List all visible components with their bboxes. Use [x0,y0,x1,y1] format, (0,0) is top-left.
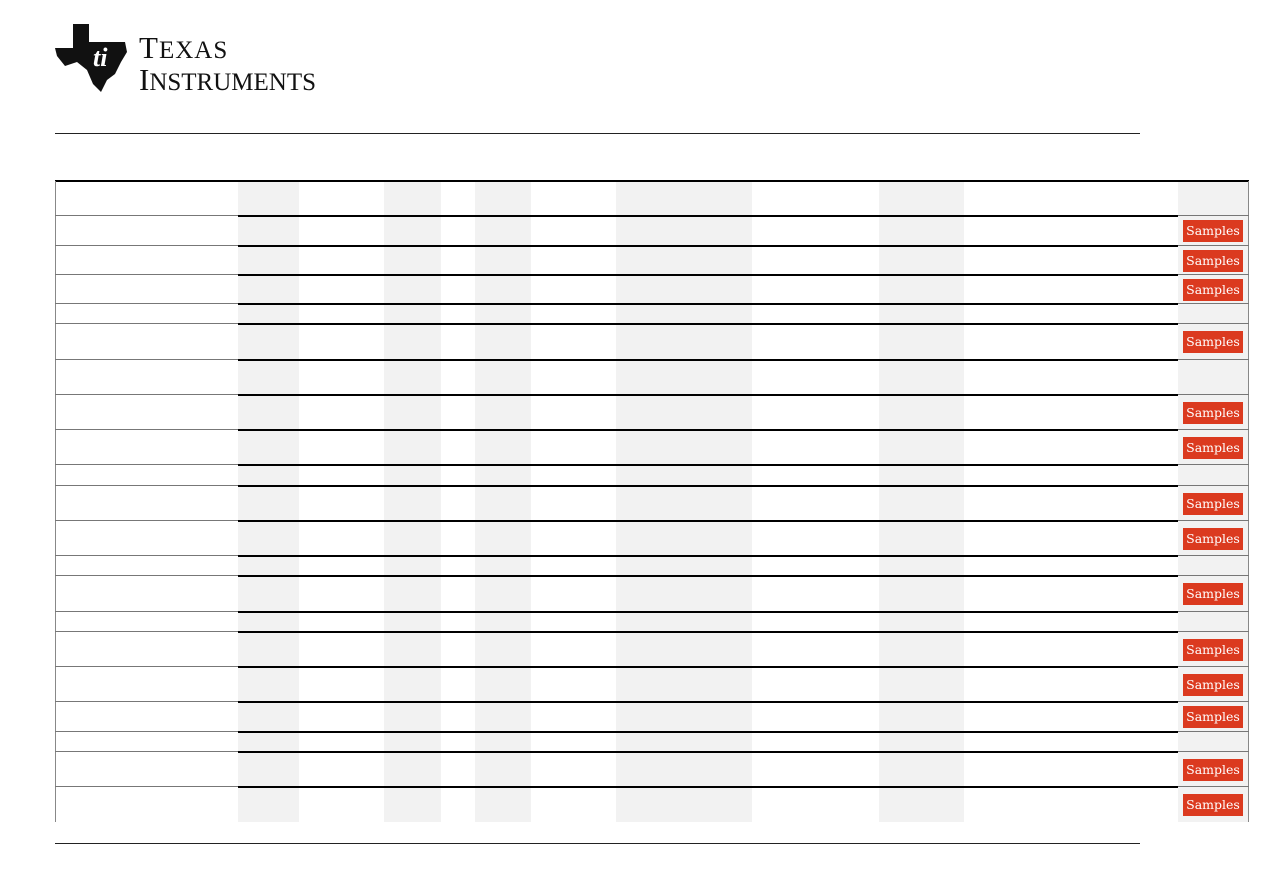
row-divider-left [55,274,238,275]
samples-button[interactable]: Samples [1183,673,1243,696]
row-divider [238,751,1178,753]
row-divider-left [55,359,238,360]
row-divider-right [1178,631,1249,632]
row-divider-left [55,731,238,732]
row-divider [238,323,1178,325]
row-divider-right [1178,751,1249,752]
logo-line-2: INSTRUMENTS [139,62,317,97]
row-divider [238,359,1178,361]
row-divider [238,215,1178,217]
row-divider-right [1178,786,1249,787]
logo-text: TEXAS INSTRUMENTS [139,32,316,95]
row-divider-right [1178,701,1249,702]
footer-rule [55,843,1140,844]
shaded-column [616,181,752,822]
row-divider-right [1178,394,1249,395]
samples-button[interactable]: Samples [1183,436,1243,459]
row-divider [238,485,1178,487]
row-divider-right [1178,485,1249,486]
samples-button[interactable]: Samples [1183,249,1243,272]
samples-button[interactable]: Samples [1183,492,1243,515]
row-divider-left [55,464,238,465]
row-divider-left [55,215,238,216]
row-divider-left [55,575,238,576]
row-divider-left [55,631,238,632]
row-divider [238,274,1178,276]
row-divider-right [1178,274,1249,275]
row-divider-right [1178,555,1249,556]
row-divider-right [1178,520,1249,521]
row-divider [238,520,1178,522]
logo-line-1: TEXAS [139,30,229,65]
row-divider [238,611,1178,613]
samples-button[interactable]: Samples [1183,527,1243,550]
texas-instruments-logo: ti TEXAS INSTRUMENTS [55,22,385,102]
samples-button[interactable]: Samples [1183,758,1243,781]
row-divider [238,666,1178,668]
row-divider-right [1178,464,1249,465]
samples-button[interactable]: Samples [1183,401,1243,424]
shaded-column [879,181,964,822]
samples-button[interactable]: Samples [1183,793,1243,816]
row-divider [238,394,1178,396]
row-divider [238,555,1178,557]
row-divider-right [1178,323,1249,324]
table-top-border [55,180,1249,182]
row-divider-left [55,611,238,612]
row-divider [238,303,1178,305]
svg-text:ti: ti [93,43,108,72]
row-divider [238,786,1178,788]
shaded-column [475,181,531,822]
row-divider-right [1178,359,1249,360]
row-divider-right [1178,666,1249,667]
row-divider-right [1178,611,1249,612]
table-left-border [55,181,56,822]
samples-button[interactable]: Samples [1183,583,1243,605]
row-divider [238,631,1178,633]
row-divider [238,575,1178,577]
row-divider-left [55,555,238,556]
row-divider-left [55,485,238,486]
row-divider-right [1178,215,1249,216]
row-divider-left [55,520,238,521]
row-divider-right [1178,429,1249,430]
row-divider-right [1178,575,1249,576]
shaded-column [384,181,441,822]
ti-state-icon: ti [55,24,127,92]
row-divider-left [55,429,238,430]
samples-button[interactable]: Samples [1183,638,1243,661]
shaded-column [238,181,299,822]
row-divider [238,429,1178,431]
row-divider-left [55,786,238,787]
header-rule [55,133,1140,134]
row-divider-left [55,245,238,246]
row-divider-left [55,323,238,324]
row-divider [238,464,1178,466]
samples-button[interactable]: Samples [1183,278,1243,301]
samples-button[interactable]: Samples [1183,706,1243,728]
row-divider-left [55,666,238,667]
samples-button[interactable]: Samples [1183,331,1243,353]
row-divider-left [55,394,238,395]
row-divider-right [1178,245,1249,246]
row-divider-left [55,303,238,304]
row-divider-right [1178,303,1249,304]
samples-button[interactable]: Samples [1183,220,1243,242]
row-divider [238,731,1178,733]
table-right-border [1248,181,1249,822]
row-divider-left [55,701,238,702]
row-divider [238,701,1178,703]
row-divider-right [1178,731,1249,732]
row-divider-left [55,751,238,752]
row-divider [238,245,1178,247]
